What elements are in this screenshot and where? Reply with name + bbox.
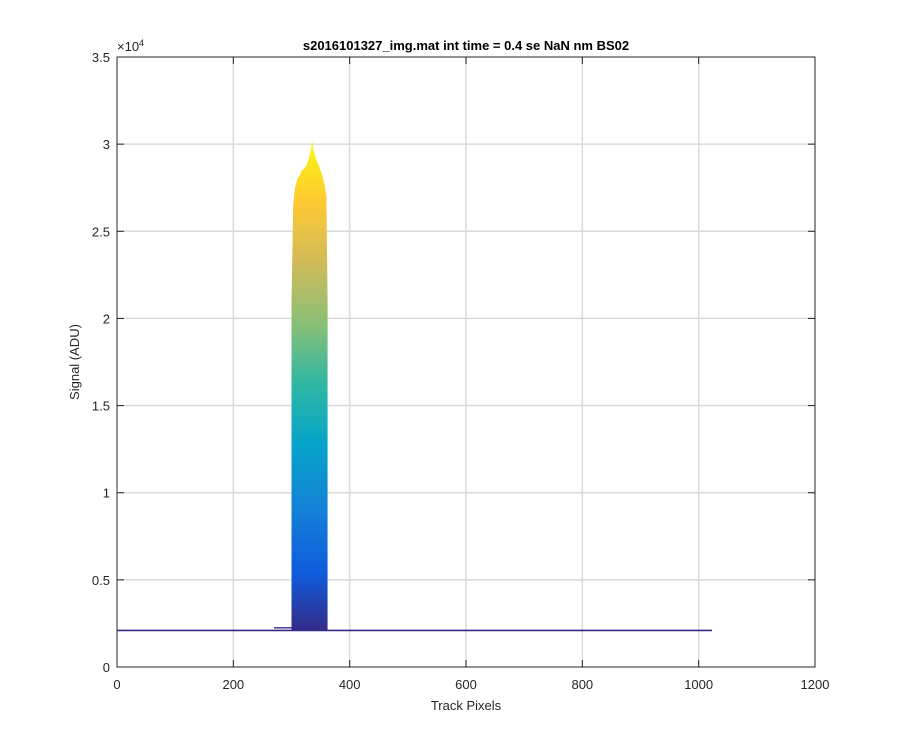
y-tick-label: 0 bbox=[103, 660, 110, 675]
x-tick-label: 1000 bbox=[684, 677, 713, 692]
y-tick-label: 2.5 bbox=[92, 224, 110, 239]
data-area bbox=[117, 140, 713, 632]
x-tick-label: 1200 bbox=[801, 677, 830, 692]
y-axis-exponent: ×104 bbox=[117, 38, 144, 54]
x-tick-label: 0 bbox=[113, 677, 120, 692]
x-tick-label: 400 bbox=[339, 677, 361, 692]
x-tick-label: 200 bbox=[222, 677, 244, 692]
y-axis-label: Signal (ADU) bbox=[67, 324, 82, 400]
y-tick-label: 1 bbox=[103, 486, 110, 501]
x-tick-label: 800 bbox=[571, 677, 593, 692]
axis-ticks: 0 200 400 600 800 1000 1200 0 0.5 1 1.5 2 2.5 3 3.5 bbox=[92, 50, 830, 692]
y-tick-label: 3.5 bbox=[92, 50, 110, 65]
y-axis-exponent-power: 4 bbox=[139, 38, 144, 48]
grid-lines bbox=[117, 57, 815, 667]
x-axis-label: Track Pixels bbox=[431, 698, 502, 713]
y-tick-label: 2 bbox=[103, 311, 110, 326]
x-tick-label: 600 bbox=[455, 677, 477, 692]
y-axis-exponent-base: ×10 bbox=[117, 39, 139, 54]
y-tick-label: 1.5 bbox=[92, 399, 110, 414]
y-tick-label: 0.5 bbox=[92, 573, 110, 588]
chart-title: s2016101327_img.mat int time = 0.4 se Na… bbox=[303, 38, 629, 53]
peak-area-series bbox=[291, 140, 328, 631]
y-tick-label: 3 bbox=[103, 137, 110, 152]
